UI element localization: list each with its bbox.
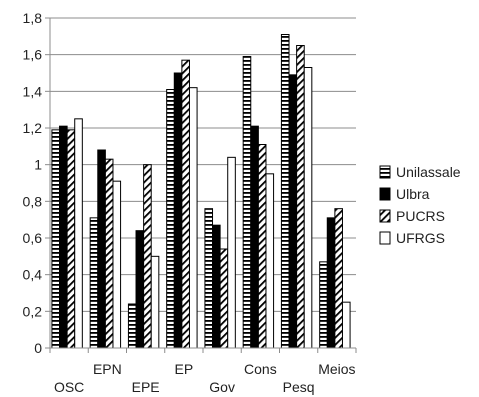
y-tick-label: 0,8 [23,193,43,209]
bar-ulbra-epn [97,149,106,349]
legend: Unilassale Ulbra PUCRS UFRGS [379,164,461,246]
bar-ulbra-gov [212,224,221,349]
legend-swatch [379,165,391,179]
bar-pucrs-pesq [296,45,305,349]
x-category-label: Meios [318,361,355,377]
y-tick-label: 1,8 [23,10,43,26]
x-category-label: Pesq [283,379,315,395]
bar-ufrgs-cons [265,173,275,349]
axes: 0 0,2 0,4 0,6 0,8 1 1,2 1,4 1,6 1,8 OSC EPN EPE EP Gov… [23,10,357,395]
bar-pucrs-cons [257,144,267,349]
bar-ulbra-osc [59,125,68,349]
y-tick-label: 0 [34,340,42,356]
bar-pucrs-osc [66,129,76,349]
bar-ufrgs-pesq [303,67,313,349]
x-category-label: Gov [209,379,235,395]
legend-label: Unilassale [396,164,461,180]
bar-unilassale-cons [242,56,252,349]
y-tick-label: 0,2 [23,303,43,319]
bar-unilassale-gov [204,208,214,349]
legend-label: Ulbra [396,186,430,202]
bar-unilassale-osc [51,129,61,349]
y-tick-label: 0,4 [23,267,43,283]
bar-ulbra-ep [173,72,183,349]
y-tick-label: 1,4 [23,83,43,99]
bar-ulbra-meios [326,217,336,349]
y-tick-label: 1,2 [23,120,43,136]
bar-ufrgs-epe [150,255,160,349]
bar-pucrs-epn [104,158,114,349]
y-tick-label: 0,6 [23,230,43,246]
y-tick-label: 1 [34,157,42,173]
x-category-label: EP [175,361,194,377]
bar-ulbra-cons [250,125,259,349]
bars [51,34,351,349]
bar-pucrs-epe [143,164,152,349]
bar-ulbra-pesq [288,74,298,349]
bar-ufrgs-meios [341,301,351,349]
bar-pucrs-gov [219,248,229,349]
legend-label: UFRGS [396,230,445,246]
bar-ufrgs-osc [74,118,83,349]
bar-unilassale-epn [89,217,99,349]
bar-unilassale-ep [166,89,175,349]
bar-unilassale-epe [127,303,137,349]
bar-pucrs-meios [334,208,343,349]
legend-swatch [379,231,391,245]
y-tick-label: 1,6 [23,47,43,63]
x-category-label: OSC [54,379,84,395]
bar-unilassale-meios [319,261,328,349]
bar-ulbra-epe [135,230,145,349]
legend-swatch [379,209,391,223]
x-category-label: EPN [93,361,122,377]
legend-label: PUCRS [396,208,445,224]
bar-unilassale-pesq [280,34,290,349]
bar-pucrs-ep [181,59,190,349]
bar-ufrgs-epn [112,180,122,349]
bar-ufrgs-ep [188,87,198,349]
legend-swatch [379,187,391,201]
x-category-label: EPE [132,379,160,395]
x-category-label: Cons [244,361,277,377]
bar-ufrgs-gov [227,156,236,349]
